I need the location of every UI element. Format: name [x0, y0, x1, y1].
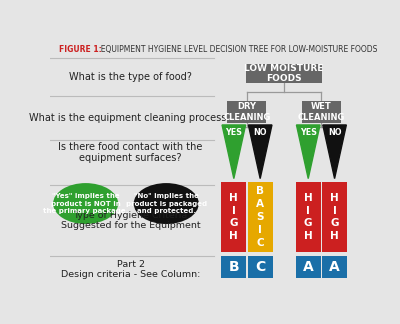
Ellipse shape: [53, 183, 118, 224]
Text: B: B: [228, 260, 239, 274]
Text: FIGURE 1:: FIGURE 1:: [59, 45, 102, 54]
Text: H
I
G
H: H I G H: [230, 193, 238, 241]
Text: WET
CLEANING: WET CLEANING: [298, 102, 345, 122]
Text: DRY
CLEANING: DRY CLEANING: [223, 102, 270, 122]
FancyBboxPatch shape: [296, 256, 321, 278]
Text: Type of Hygiene Criteria
Suggested for the Equipment: Type of Hygiene Criteria Suggested for t…: [61, 211, 200, 230]
FancyBboxPatch shape: [302, 101, 341, 123]
Ellipse shape: [134, 183, 199, 224]
FancyBboxPatch shape: [222, 182, 246, 252]
Text: B
A
S
I
C: B A S I C: [256, 186, 264, 248]
FancyBboxPatch shape: [228, 101, 266, 123]
Text: What is the type of food?: What is the type of food?: [69, 72, 192, 82]
Text: NO: NO: [328, 128, 341, 137]
Text: "No" implies the
product is packaged
and protected.: "No" implies the product is packaged and…: [126, 193, 207, 214]
Text: EQUIPMENT HYGIENE LEVEL DECISION TREE FOR LOW-MOISTURE FOODS: EQUIPMENT HYGIENE LEVEL DECISION TREE FO…: [96, 45, 377, 54]
Polygon shape: [222, 125, 246, 179]
FancyBboxPatch shape: [296, 182, 321, 252]
Polygon shape: [296, 125, 320, 179]
FancyBboxPatch shape: [248, 182, 272, 252]
Text: A: A: [329, 260, 340, 274]
Text: YES: YES: [225, 128, 242, 137]
FancyBboxPatch shape: [248, 256, 272, 278]
Text: H
I
G
H: H I G H: [330, 193, 339, 241]
Polygon shape: [323, 125, 346, 179]
Text: LOW MOISTURE
FOODS: LOW MOISTURE FOODS: [244, 64, 324, 83]
Text: What is the equipment cleaning process?: What is the equipment cleaning process?: [29, 113, 232, 123]
Text: YES: YES: [300, 128, 317, 137]
Text: H
I
G
H: H I G H: [304, 193, 313, 241]
Text: NO: NO: [254, 128, 267, 137]
Text: "Yes" implies the
product is NOT in
the primary package.: "Yes" implies the product is NOT in the …: [43, 193, 128, 214]
Text: C: C: [255, 260, 265, 274]
Polygon shape: [248, 125, 272, 179]
FancyBboxPatch shape: [322, 256, 347, 278]
FancyBboxPatch shape: [322, 182, 347, 252]
Text: A: A: [303, 260, 314, 274]
FancyBboxPatch shape: [246, 64, 322, 83]
FancyBboxPatch shape: [222, 256, 246, 278]
Text: Is there food contact with the
equipment surfaces?: Is there food contact with the equipment…: [58, 142, 203, 163]
Text: Part 2
Design criteria - See Column:: Part 2 Design criteria - See Column:: [61, 260, 200, 279]
